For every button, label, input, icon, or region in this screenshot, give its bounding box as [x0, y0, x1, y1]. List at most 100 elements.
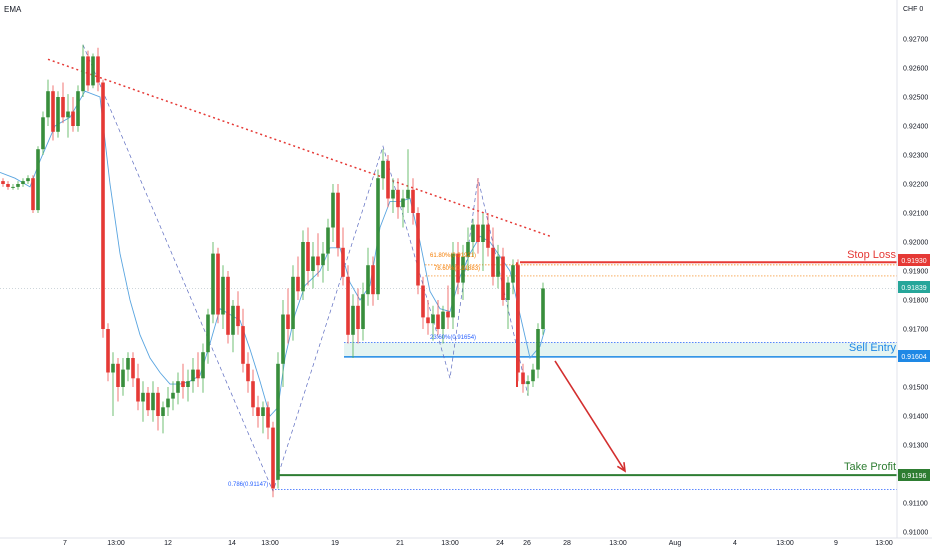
price-tick-label: 0.92600 [903, 66, 928, 73]
candles-layer [1, 44, 545, 498]
price-tick-label: 0.92700 [903, 37, 928, 44]
time-tick-label: 9 [834, 540, 838, 547]
stop-loss-price-text: 0.91930 [901, 258, 926, 265]
candle-bull [91, 56, 95, 86]
indicator-label[interactable]: EMA [4, 5, 22, 14]
candle-bear [101, 82, 105, 329]
candle-bear [476, 224, 480, 242]
candle-bull [321, 253, 325, 266]
time-tick-label: 7 [63, 540, 67, 547]
candle-bull [461, 256, 465, 283]
time-tick-label: 13:00 [776, 540, 794, 547]
time-tick-label: Aug [669, 540, 682, 547]
candle-bull [176, 381, 180, 393]
candle-bear [131, 358, 135, 379]
price-tick-label: 0.92200 [903, 182, 928, 189]
candle-bear [316, 256, 320, 266]
candle-bull [496, 256, 500, 277]
candle-bull [481, 224, 485, 242]
price-tick-label: 0.91700 [903, 327, 928, 334]
candle-bull [301, 242, 305, 292]
candle-bear [236, 305, 240, 327]
candle-bull [531, 369, 535, 382]
candle-bear [271, 427, 275, 489]
candle-bear [421, 285, 425, 318]
candle-bull [331, 192, 335, 228]
target-arrow-head [616, 462, 626, 473]
time-tick-label: 4 [733, 540, 737, 547]
candle-bear [446, 311, 450, 318]
candle-bull [311, 256, 315, 271]
price-tick-label: 0.91800 [903, 298, 928, 305]
price-tick-label: 0.91400 [903, 414, 928, 421]
candle-bull [281, 314, 285, 364]
candle-bear [426, 317, 430, 324]
candle-bull [466, 242, 470, 257]
current-price-text: 0.91839 [901, 285, 926, 292]
take-profit-label: Take Profit [844, 461, 896, 473]
time-axis[interactable]: 7 13:00 12 14 13:00 19 21 13:00 24 26 28 13:00 Aug 4 1… [63, 540, 893, 547]
time-tick-label: 28 [563, 540, 571, 547]
candle-bull [376, 178, 380, 295]
candle-bear [256, 407, 260, 416]
candle-bear [356, 305, 360, 329]
time-tick-label: 19 [331, 540, 339, 547]
candle-bear [456, 253, 460, 283]
candle-bull [206, 314, 210, 353]
candle-bear [341, 247, 345, 277]
candle-bull [81, 56, 85, 92]
time-tick-label: 13:00 [441, 540, 459, 547]
candle-bear [196, 369, 200, 379]
candle-bear [31, 178, 35, 211]
candle-bull [431, 314, 435, 324]
candle-bull [441, 311, 445, 329]
price-tick-label: 0.91900 [903, 269, 928, 276]
candle-bull [41, 117, 45, 150]
candle-bull [21, 181, 25, 184]
candle-bull [76, 91, 80, 126]
candle-bull [391, 189, 395, 199]
candle-bull [26, 178, 30, 182]
candle-bear [136, 378, 140, 402]
candle-bear [251, 381, 255, 408]
candle-bear [116, 363, 120, 387]
price-tick-label: 0.91000 [903, 530, 928, 537]
candle-bull [511, 265, 515, 283]
candle-bull [56, 97, 60, 132]
fib-786-label: 78.60%(0.91883) [434, 266, 480, 272]
time-tick-label: 26 [523, 540, 531, 547]
candle-bear [336, 192, 340, 248]
candle-bear [146, 392, 150, 411]
candle-bull [211, 253, 215, 315]
candle-bull [121, 369, 125, 387]
currency-label: CHF 0 [903, 6, 923, 13]
candle-bull [111, 363, 115, 373]
price-tick-label: 0.92100 [903, 211, 928, 218]
candle-bull [126, 358, 130, 370]
candle-bear [86, 56, 90, 86]
time-tick-label: 13:00 [261, 540, 279, 547]
candle-bull [161, 407, 165, 416]
candle-bear [306, 242, 310, 271]
fib-0786-label: 0.786(0.91147) [228, 482, 268, 488]
candle-bull [191, 369, 195, 382]
currency-code: CHF [903, 6, 917, 13]
candle-bear [486, 224, 490, 248]
candle-bull [536, 329, 540, 370]
candle-bear [396, 189, 400, 208]
candle-bull [186, 381, 190, 387]
candle-bull [541, 288, 545, 329]
price-tick-label: 0.92000 [903, 240, 928, 247]
sell-entry-price-text: 0.91604 [901, 354, 926, 361]
price-tick-label: 0.91100 [903, 501, 928, 508]
price-tick-label: 0.92400 [903, 124, 928, 131]
currency-suffix: 0 [919, 6, 923, 13]
trendline-resistance [47, 58, 551, 237]
candle-bear [181, 381, 185, 387]
candle-bear [501, 256, 505, 300]
candle-bull [366, 265, 370, 295]
candle-bull [166, 398, 170, 408]
candle-bear [436, 314, 440, 329]
candle-bear [516, 265, 520, 373]
